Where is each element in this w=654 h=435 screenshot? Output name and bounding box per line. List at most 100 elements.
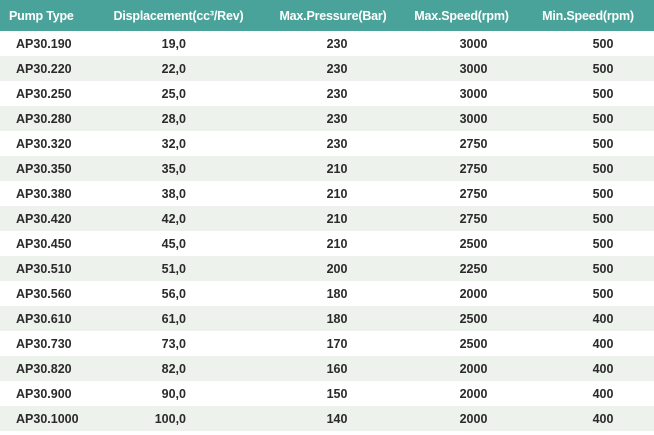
cell-max-pressure: 150 — [326, 386, 348, 401]
cell-max-speed: 2000 — [459, 411, 488, 426]
cell-max-speed: 3000 — [459, 86, 488, 101]
cell-max-pressure: 160 — [326, 361, 348, 376]
cell-displacement: 38,0 — [161, 186, 186, 201]
cell-pump-type: AP30.450 — [16, 236, 72, 251]
table-row: AP30.610 61,0 180 2500 400 — [0, 306, 654, 331]
cell-displacement: 22,0 — [161, 61, 186, 76]
table-row: AP30.730 73,0 170 2500 400 — [0, 331, 654, 356]
cell-max-pressure: 230 — [326, 61, 348, 76]
cell-max-speed: 2500 — [459, 236, 488, 251]
cell-displacement: 82,0 — [161, 361, 186, 376]
cell-max-speed: 2750 — [459, 186, 488, 201]
table-row: AP30.280 28,0 230 3000 500 — [0, 106, 654, 131]
cell-max-speed: 2750 — [459, 211, 488, 226]
cell-max-pressure: 230 — [326, 86, 348, 101]
cell-max-pressure: 230 — [326, 136, 348, 151]
cell-min-speed: 500 — [592, 161, 614, 176]
cell-pump-type: AP30.190 — [16, 36, 72, 51]
cell-max-pressure: 140 — [326, 411, 348, 426]
header-row: Pump Type Displacement(cc³/Rev) Max.Pres… — [0, 0, 654, 31]
table-row: AP30.220 22,0 230 3000 500 — [0, 56, 654, 81]
cell-min-speed: 500 — [592, 136, 614, 151]
cell-max-speed: 2750 — [459, 161, 488, 176]
cell-displacement: 32,0 — [161, 136, 186, 151]
header-max-speed: Max.Speed(rpm) — [414, 8, 509, 23]
cell-min-speed: 500 — [592, 186, 614, 201]
cell-pump-type: AP30.280 — [16, 111, 72, 126]
cell-max-pressure: 170 — [326, 336, 348, 351]
cell-min-speed: 500 — [592, 86, 614, 101]
header-min-speed: Min.Speed(rpm) — [542, 8, 634, 23]
cell-max-pressure: 180 — [326, 311, 348, 326]
cell-max-pressure: 210 — [326, 161, 348, 176]
cell-min-speed: 500 — [592, 236, 614, 251]
cell-min-speed: 400 — [592, 311, 614, 326]
cell-max-pressure: 200 — [326, 261, 348, 276]
header-pump-type: Pump Type — [9, 8, 74, 23]
cell-max-pressure: 210 — [326, 211, 348, 226]
cell-displacement: 61,0 — [161, 311, 186, 326]
cell-min-speed: 400 — [592, 361, 614, 376]
cell-max-speed: 2000 — [459, 361, 488, 376]
cell-min-speed: 400 — [592, 386, 614, 401]
cell-displacement: 73,0 — [161, 336, 186, 351]
header-displacement: Displacement(cc³/Rev) — [113, 8, 244, 23]
cell-displacement: 56,0 — [161, 286, 186, 301]
cell-min-speed: 500 — [592, 111, 614, 126]
table-body: AP30.190 19,0 230 3000 500 AP30.220 22,0 230 300… — [0, 31, 654, 431]
cell-pump-type: AP30.350 — [16, 161, 72, 176]
table-row: AP30.250 25,0 230 3000 500 — [0, 81, 654, 106]
cell-displacement: 100,0 — [154, 411, 186, 426]
cell-min-speed: 500 — [592, 36, 614, 51]
header-max-pressure: Max.Pressure(Bar) — [279, 8, 387, 23]
cell-max-pressure: 210 — [326, 186, 348, 201]
cell-max-speed: 3000 — [459, 36, 488, 51]
cell-pump-type: AP30.1000 — [16, 411, 79, 426]
cell-pump-type: AP30.380 — [16, 186, 72, 201]
cell-min-speed: 400 — [592, 336, 614, 351]
cell-pump-type: AP30.900 — [16, 386, 72, 401]
cell-displacement: 19,0 — [161, 36, 186, 51]
cell-min-speed: 500 — [592, 61, 614, 76]
cell-min-speed: 500 — [592, 261, 614, 276]
cell-max-speed: 2000 — [459, 286, 488, 301]
table-row: AP30.820 82,0 160 2000 400 — [0, 356, 654, 381]
cell-max-pressure: 230 — [326, 111, 348, 126]
cell-max-pressure: 210 — [326, 236, 348, 251]
table-row: AP30.380 38,0 210 2750 500 — [0, 181, 654, 206]
table-row: AP30.350 35,0 210 2750 500 — [0, 156, 654, 181]
cell-displacement: 28,0 — [161, 111, 186, 126]
table-row: AP30.1000 100,0 140 2000 400 — [0, 406, 654, 431]
cell-pump-type: AP30.220 — [16, 61, 72, 76]
cell-pump-type: AP30.510 — [16, 261, 72, 276]
table-row: AP30.450 45,0 210 2500 500 — [0, 231, 654, 256]
cell-displacement: 51,0 — [161, 261, 186, 276]
table-row: AP30.190 19,0 230 3000 500 — [0, 31, 654, 56]
cell-displacement: 25,0 — [161, 86, 186, 101]
cell-displacement: 42,0 — [161, 211, 186, 226]
cell-pump-type: AP30.560 — [16, 286, 72, 301]
cell-max-pressure: 230 — [326, 36, 348, 51]
cell-pump-type: AP30.730 — [16, 336, 72, 351]
cell-displacement: 45,0 — [161, 236, 186, 251]
cell-pump-type: AP30.820 — [16, 361, 72, 376]
table-row: AP30.420 42,0 210 2750 500 — [0, 206, 654, 231]
cell-pump-type: AP30.610 — [16, 311, 72, 326]
cell-max-speed: 2250 — [459, 261, 488, 276]
cell-pump-type: AP30.420 — [16, 211, 72, 226]
cell-min-speed: 500 — [592, 211, 614, 226]
cell-max-speed: 3000 — [459, 111, 488, 126]
cell-displacement: 35,0 — [161, 161, 186, 176]
cell-max-speed: 2500 — [459, 336, 488, 351]
cell-pump-type: AP30.320 — [16, 136, 72, 151]
cell-max-speed: 2500 — [459, 311, 488, 326]
cell-max-speed: 2000 — [459, 386, 488, 401]
cell-pump-type: AP30.250 — [16, 86, 72, 101]
cell-min-speed: 400 — [592, 411, 614, 426]
cell-displacement: 90,0 — [161, 386, 186, 401]
cell-min-speed: 500 — [592, 286, 614, 301]
table-row: AP30.320 32,0 230 2750 500 — [0, 131, 654, 156]
cell-max-speed: 3000 — [459, 61, 488, 76]
table-header: Pump Type Displacement(cc³/Rev) Max.Pres… — [0, 0, 654, 31]
table-row: AP30.560 56,0 180 2000 500 — [0, 281, 654, 306]
